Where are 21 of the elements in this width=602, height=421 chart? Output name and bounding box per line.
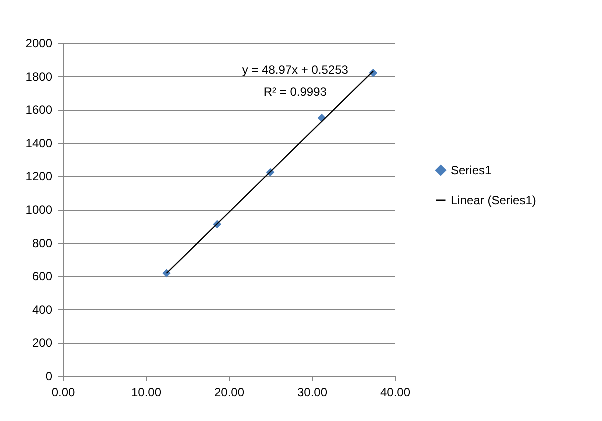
y-tick-label: 400	[32, 302, 53, 317]
y-tick-label: 1400	[26, 136, 53, 150]
x-tick-label: 30.00	[297, 386, 328, 400]
legend-label: Series1	[451, 164, 492, 178]
annotation: R² = 0.9993	[264, 85, 328, 99]
y-tick-label: 600	[32, 270, 53, 284]
legend-label: Linear (Series1)	[451, 194, 536, 208]
x-tick-label: 40.00	[380, 386, 411, 400]
annotation: y = 48.97x + 0.5253	[242, 63, 349, 77]
y-tick-label: 1200	[26, 170, 53, 184]
y-tick-label: 0	[46, 370, 53, 384]
y-tick-label: 800	[32, 236, 53, 250]
x-tick-label: 10.00	[131, 386, 162, 400]
y-tick-label: 1800	[26, 70, 53, 84]
x-tick-label: 20.00	[214, 386, 245, 400]
y-tick-label: 1000	[26, 203, 53, 217]
x-tick-label: 0.00	[52, 386, 76, 400]
y-tick-label: 200	[32, 336, 53, 350]
point	[162, 269, 171, 278]
y-tick-label: 2000	[26, 36, 53, 50]
y-tick-label: 1600	[26, 103, 53, 118]
